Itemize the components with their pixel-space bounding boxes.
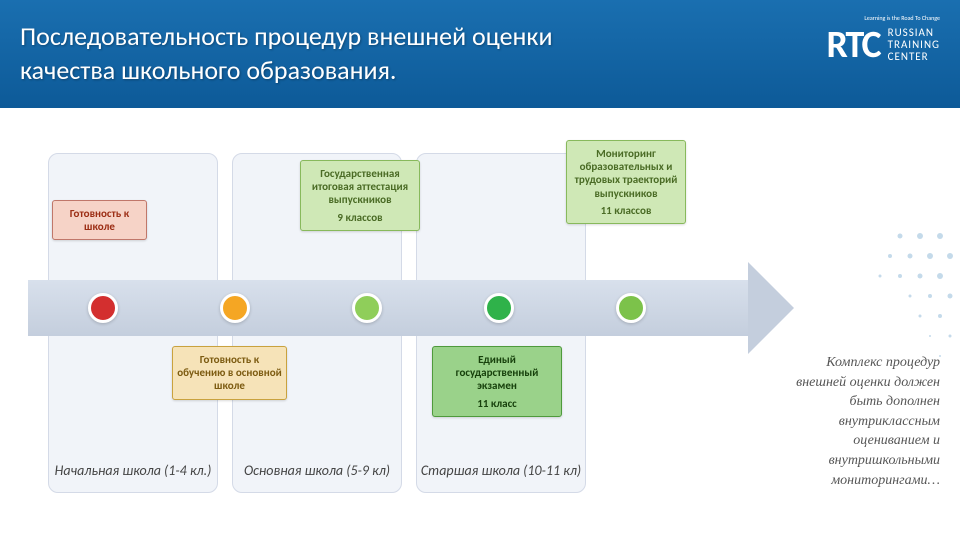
timeline-dot [616,293,646,323]
callout-box: Государственная итоговая аттестация выпу… [300,160,420,231]
callout-box: Готовность к обучению в основной школе [172,346,287,400]
callout-box: Единый государственный экзамен 11 класс [432,346,562,417]
timeline-dot [484,293,514,323]
callout-text: Единый государственный экзамен [437,353,557,393]
stage-label: Основная школа (5-9 кл) [233,463,401,480]
logo: RTC RUSSIAN TRAINING CENTER Learning is … [826,22,940,68]
callout-subtext: 11 классов [571,204,681,217]
header-bar: Последовательность процедур внешней оцен… [0,0,960,108]
callout-box: Готовность к школе [52,200,147,240]
callout-text: Готовность к обучению в основной школе [177,353,282,393]
timeline-arrow-head [748,262,794,354]
side-note: Комплекс процедур внешней оценки должен … [780,353,940,490]
stage-label: Начальная школа (1-4 кл.) [49,463,217,480]
diagram-canvas: Начальная школа (1-4 кл.) Основная школа … [0,108,960,540]
timeline-dot [220,293,250,323]
stage-label: Старшая школа (10-11 кл) [417,463,585,480]
callout-text: Готовность к школе [57,207,142,233]
logo-subtext: RUSSIAN TRAINING CENTER [888,27,940,63]
callout-text: Мониторинг образовательных и трудовых тр… [571,147,681,200]
timeline-dot [352,293,382,323]
callout-text: Государственная итоговая аттестация выпу… [305,167,415,207]
logo-tagline: Learning is the Road To Change [864,14,940,22]
logo-main: RTC [826,22,879,68]
callout-subtext: 9 классов [305,211,415,224]
callout-box: Мониторинг образовательных и трудовых тр… [566,140,686,224]
timeline-dot [88,293,118,323]
page-title: Последовательность процедур внешней оцен… [20,20,640,88]
callout-subtext: 11 класс [437,397,557,410]
